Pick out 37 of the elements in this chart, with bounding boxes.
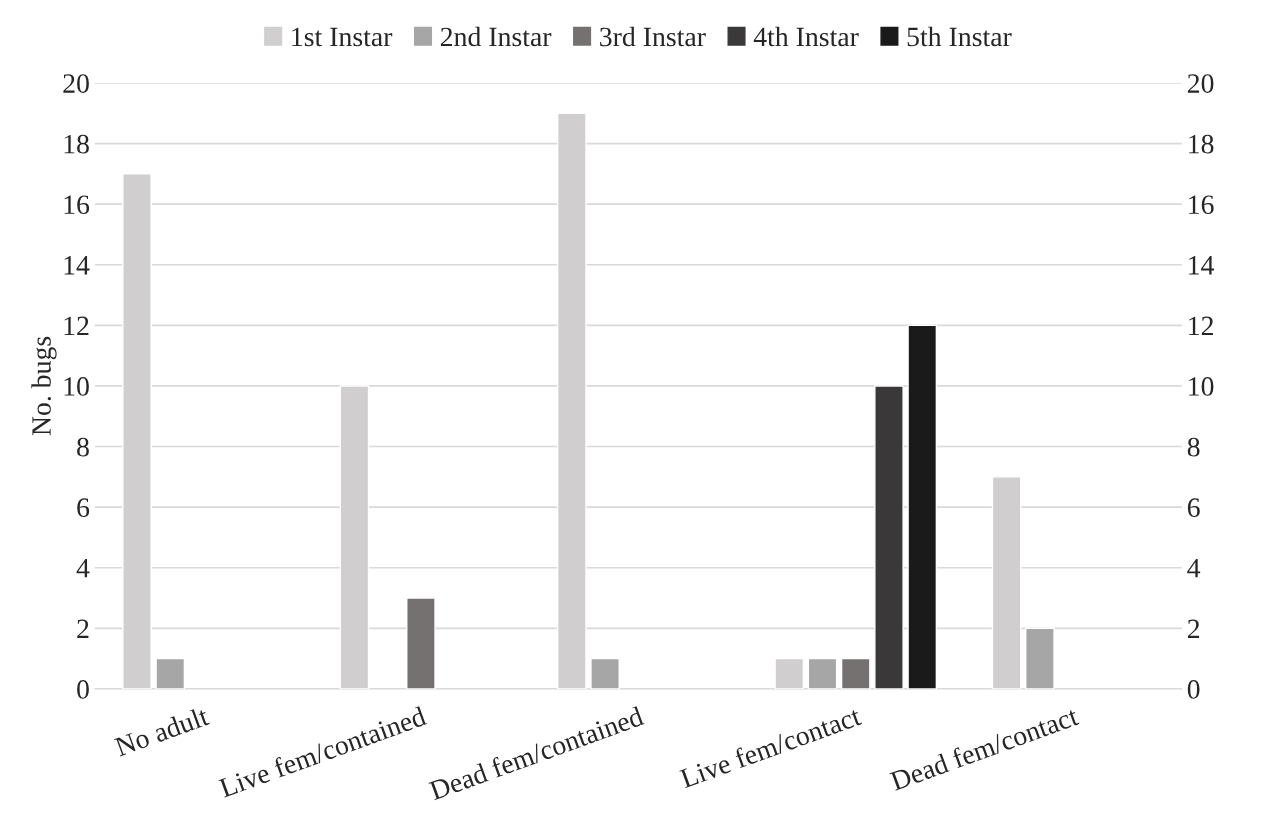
y-tick-label: 10 [64,377,89,396]
y-tick-label: 20 [63,74,89,93]
y2-tick-label: 4 [1187,559,1201,578]
y2-tick-label: 16 [1189,195,1214,215]
bar [840,657,871,689]
y-tick-label: 18 [64,134,89,154]
legend-label: 3rd Instar [600,26,706,47]
legend-label: 5th Instar [907,26,1012,47]
y-tick-label: 2 [77,619,89,638]
bar [155,657,186,689]
bar [907,324,938,689]
y-tick-label: 6 [77,498,90,518]
y2-tick-label: 12 [1189,316,1213,335]
y2-tick-label: 0 [1187,680,1200,699]
y-tick-label: 0 [77,680,89,699]
y-tick-label: 12 [64,316,89,335]
bar [406,597,436,689]
y-tick-label: 8 [77,437,89,457]
bar [590,657,620,689]
y2-tick-label: 20 [1187,74,1214,93]
y2-tick-label: 8 [1187,437,1200,457]
bar [874,385,904,689]
y2-tick-label: 14 [1189,256,1215,275]
y-tick-label: 14 [64,256,90,275]
bar [807,657,838,689]
y-axis-title: No. bugs [31,336,57,436]
legend-label: 2nd Instar [440,26,552,47]
legend-label: 4th Instar [753,26,859,47]
x-tick-label: No adult [113,705,211,757]
y2-tick-label: 10 [1189,377,1214,396]
y-tick-label: 4 [76,559,90,578]
bar [1025,627,1055,689]
y2-tick-label: 18 [1189,134,1214,154]
y2-tick-label: 2 [1187,619,1200,638]
y-tick-label: 16 [64,195,90,215]
y2-tick-label: 6 [1187,498,1200,518]
legend-label: 1st Instar [292,27,393,47]
